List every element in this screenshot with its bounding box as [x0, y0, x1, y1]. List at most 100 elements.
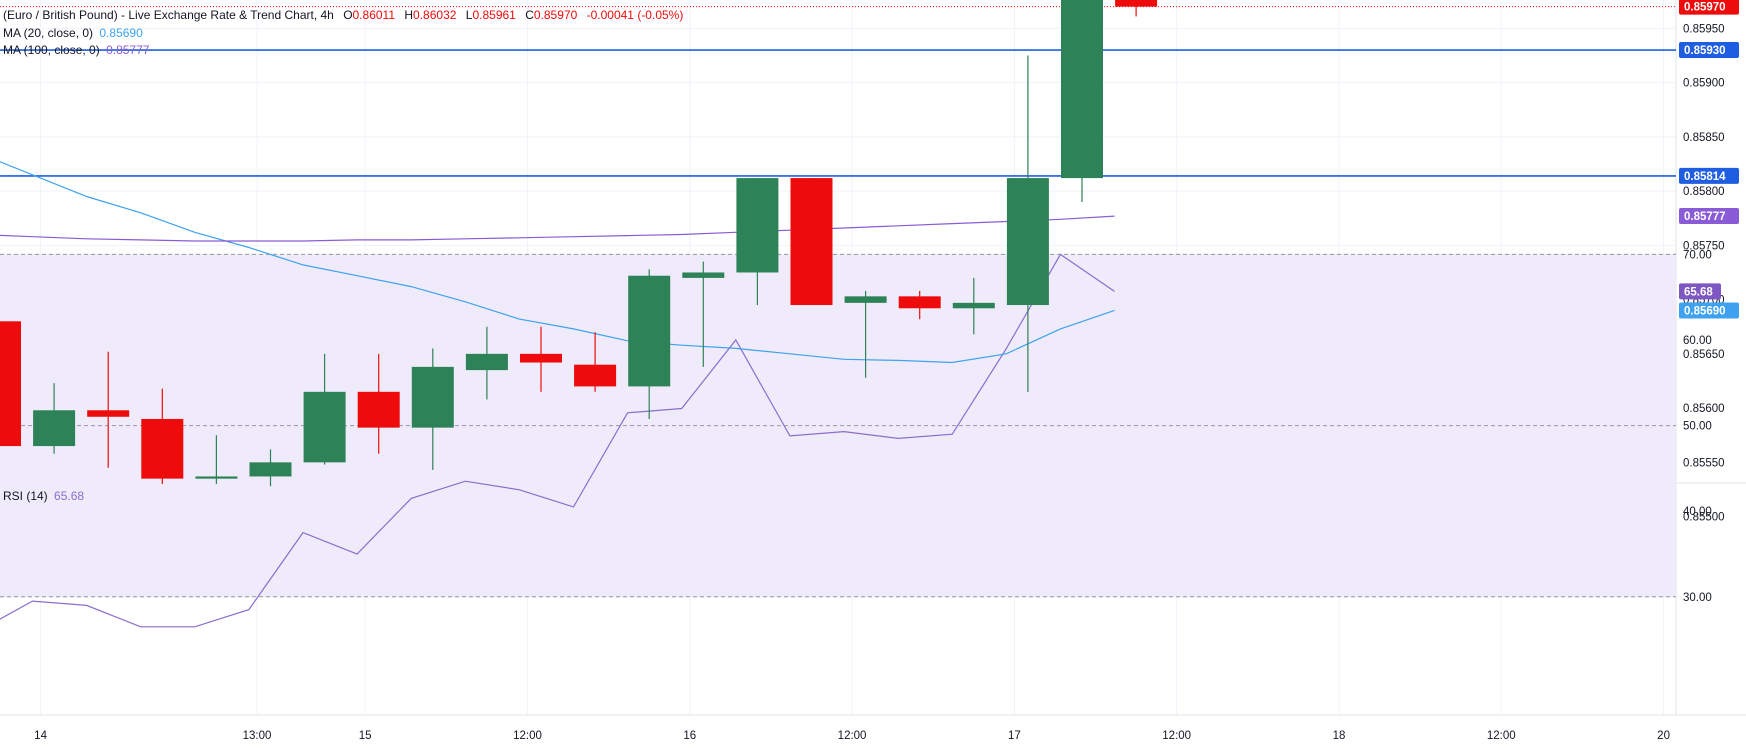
- rsi-label: RSI (14): [3, 489, 48, 503]
- candle-body: [682, 272, 725, 278]
- price-tick-label: 0.85750: [1683, 240, 1725, 252]
- candle-down: [574, 332, 617, 392]
- price-tick-label: 0.85900: [1683, 78, 1725, 90]
- price-tag-close: 0.85970: [1679, 0, 1739, 15]
- price-tick-label: 0.85650: [1683, 349, 1725, 361]
- time-tick-label: 16: [683, 730, 696, 742]
- candle-up: [736, 178, 779, 306]
- price-tag-label: 0.85970: [1684, 2, 1726, 14]
- ma100-line: [0, 215, 1115, 242]
- price-tags: 0.860680.860300.859700.859300.858140.857…: [1679, 0, 1739, 319]
- candle-body: [844, 296, 887, 303]
- candle-down: [0, 321, 21, 447]
- candle-body: [1061, 0, 1103, 179]
- horizontal-lines[interactable]: [0, 0, 1676, 177]
- chart-title: (Euro / British Pound) - Live Exchange R…: [3, 8, 334, 22]
- candle-up: [1061, 0, 1103, 202]
- candle-up: [249, 449, 292, 487]
- time-tick-label: 15: [359, 730, 372, 742]
- candle-body: [195, 476, 238, 479]
- candle-down: [790, 178, 833, 306]
- candle-up: [33, 383, 76, 454]
- price-tick-label: 0.85500: [1683, 512, 1725, 524]
- candle-up: [195, 435, 238, 485]
- time-tick-label: 18: [1333, 730, 1346, 742]
- price-tag-label: 0.85930: [1684, 45, 1726, 57]
- rsi-tag-label: 65.68: [1684, 286, 1713, 298]
- rsi-pane: [0, 253, 1676, 628]
- price-tag-hline: 0.85930: [1679, 42, 1739, 59]
- price-tick-label: 0.85600: [1683, 403, 1725, 415]
- candle-body: [1006, 178, 1049, 306]
- candle-up: [628, 269, 671, 419]
- price-tag-label: 0.85814: [1684, 171, 1726, 183]
- price-tag-ma20: 0.85690: [1679, 302, 1739, 319]
- candle-body: [952, 302, 995, 309]
- candle-up: [411, 348, 454, 470]
- time-tick-label: 17: [1008, 730, 1021, 742]
- price-tag-box: [1679, 167, 1739, 184]
- ma20-value: 0.85690: [99, 26, 143, 40]
- price-tick-label: 0.85850: [1683, 132, 1725, 144]
- price-tag-box: [1679, 42, 1739, 59]
- candle-body: [87, 410, 130, 417]
- candle-body: [303, 391, 346, 463]
- rsi-value: 65.68: [54, 489, 85, 503]
- time-tick-label: 20: [1657, 730, 1670, 742]
- candle-up: [1006, 55, 1049, 392]
- rsi-tick-label: 70.00: [1683, 249, 1712, 261]
- time-tick-label: 14: [34, 730, 47, 742]
- candle-body: [249, 462, 292, 477]
- rsi-legend[interactable]: RSI (14) 65.68: [3, 489, 84, 503]
- candle-up: [303, 353, 346, 465]
- candle-up: [844, 290, 887, 378]
- candlestick-series: [0, 0, 1158, 487]
- ma100-legend[interactable]: MA (100, close, 0) 0.85777: [3, 43, 149, 57]
- rsi-tag-box: [1679, 283, 1721, 300]
- price-tag-label: 0.85690: [1684, 305, 1726, 317]
- ohlc-open: O0.86011: [343, 8, 396, 22]
- candle-body: [520, 353, 562, 363]
- rsi-tick-label: 60.00: [1683, 335, 1712, 347]
- candle-body: [628, 275, 671, 387]
- price-tick-label: 0.85950: [1683, 23, 1725, 35]
- price-tag-box: [1679, 208, 1739, 225]
- ohlc-close: C0.85970: [525, 8, 578, 22]
- ohlc-high: H0.86032: [404, 8, 457, 22]
- candle-down: [1115, 0, 1158, 17]
- candle-up: [952, 277, 995, 335]
- price-tick-label: 0.85800: [1683, 186, 1725, 198]
- ma20-label: MA (20, close, 0): [3, 26, 94, 40]
- ma100-label: MA (100, close, 0): [3, 43, 100, 57]
- candle-body: [411, 366, 454, 428]
- rsi-last-tag: 65.68: [1679, 283, 1721, 300]
- rsi-line: [0, 253, 1115, 628]
- time-tick-label: 12:00: [1162, 730, 1191, 742]
- candle-body: [141, 418, 184, 479]
- time-tick-label: 12:00: [513, 730, 542, 742]
- candle-body: [574, 364, 617, 387]
- price-tag-hline: 0.85814: [1679, 167, 1739, 184]
- time-tick-label: 13:00: [243, 730, 272, 742]
- ma20-legend[interactable]: MA (20, close, 0) 0.85690: [3, 26, 143, 40]
- candle-body: [33, 410, 76, 447]
- ohlc-low: L0.85961: [465, 8, 516, 22]
- ma100-value: 0.85777: [106, 43, 150, 57]
- rsi-tick-label: 30.00: [1683, 592, 1712, 604]
- candle-body: [898, 296, 941, 309]
- price-tag-box: [1679, 0, 1739, 15]
- candle-body: [1115, 0, 1158, 7]
- axes: 0.861000.860500.860000.859500.859000.858…: [34, 23, 1725, 742]
- candle-body: [357, 391, 400, 428]
- moving-averages: [0, 161, 1115, 364]
- candle-up: [465, 326, 508, 400]
- time-tick-label: 12:00: [1487, 730, 1516, 742]
- rsi-tick-label: 40.00: [1683, 506, 1712, 518]
- price-tick-label: 0.85550: [1683, 457, 1725, 469]
- candle-down: [141, 388, 184, 485]
- chart-title-row: (Euro / British Pound) - Live Exchange R…: [3, 8, 683, 22]
- price-change: -0.00041 (-0.05%): [586, 8, 684, 22]
- candle-up: [682, 261, 725, 367]
- candle-down: [520, 326, 562, 392]
